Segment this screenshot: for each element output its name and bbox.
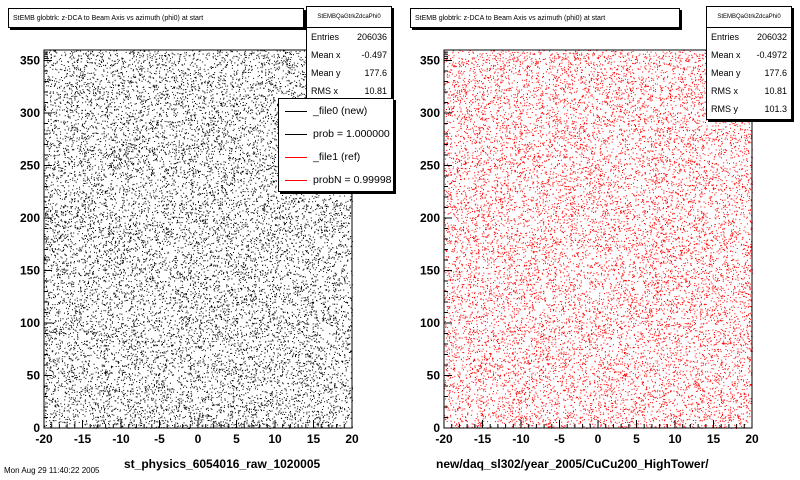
right-y-tick-label: 150: [420, 264, 440, 278]
left-y-tick-label: 150: [20, 264, 40, 278]
right-stats-rms-x: RMS x 10.81: [711, 86, 787, 96]
right-plot-title: StEMB globtrk: z-DCA to Beam Axis vs azi…: [410, 8, 680, 28]
legend-line: [285, 133, 307, 135]
right-y-tick-label: 350: [420, 54, 440, 68]
legend-line: [285, 110, 307, 112]
footer-timestamp: Mon Aug 29 11:40:22 2005: [4, 466, 100, 475]
right-x-tick-label: -20: [435, 432, 453, 446]
left-plot-title-text: StEMB globtrk: z-DCA to Beam Axis vs azi…: [13, 14, 204, 22]
right-stats-entries: Entries 206032: [711, 32, 787, 42]
right-stats-mean-x: Mean x -0.4972: [711, 50, 787, 60]
legend-entry: _file0 (new): [279, 100, 393, 122]
legend-label: prob = 1.000000: [313, 128, 390, 140]
left-scatter-points: [44, 50, 353, 429]
right-x-axis-label: new/daq_sl302/year_2005/CuCu200_HighTowe…: [436, 457, 709, 471]
legend-line: [285, 179, 307, 181]
left-y-tick-label: 200: [20, 211, 40, 225]
right-x-tick-label: 10: [668, 432, 682, 446]
right-y-tick-label: 250: [420, 159, 440, 173]
left-x-tick-label: -5: [154, 432, 165, 446]
right-stats-mean-y: Mean y 177.6: [711, 68, 787, 78]
right-x-tick-label: 15: [707, 432, 721, 446]
left-x-tick-label: -10: [112, 432, 130, 446]
left-y-tick-label: 250: [20, 159, 40, 173]
right-y-tick-label: 50: [427, 369, 441, 383]
legend-label: _file0 (new): [313, 105, 368, 117]
left-y-tick-label: 350: [20, 54, 40, 68]
right-y-tick-label: 200: [420, 211, 440, 225]
right-stats-box: StEMBQaGtrkZdcaPhi0 Entries 206032 Mean x…: [706, 6, 792, 120]
right-x-tick-label: 0: [595, 432, 602, 446]
left-x-tick-label: 10: [268, 432, 282, 446]
legend-label: _file1 (ref): [313, 151, 361, 163]
right-stats-rms-y: RMS y 101.3: [711, 104, 787, 114]
left-stats-rms-x: RMS x 10.81: [311, 86, 387, 96]
legend-entry: _file1 (ref): [279, 146, 393, 168]
left-stats-mean-y: Mean y 177.6: [311, 68, 387, 78]
left-x-tick-label: -15: [74, 432, 92, 446]
right-y-tick-label: 300: [420, 106, 440, 120]
legend-line: [285, 156, 307, 158]
left-y-tick-label: 0: [33, 421, 40, 435]
left-x-tick-label: 0: [195, 432, 202, 446]
right-stats-name: StEMBQaGtrkZdcaPhi0: [707, 7, 791, 28]
left-y-tick-label: 50: [27, 369, 41, 383]
left-stats-entries: Entries 206036: [311, 32, 387, 42]
right-x-tick-label: -15: [474, 432, 492, 446]
left-stats-name: StEMBQaGtrkZdcaPhi0: [307, 7, 391, 28]
right-x-tick-label: 5: [633, 432, 640, 446]
legend-entry: prob = 1.000000: [279, 123, 393, 145]
left-x-tick-label: 5: [233, 432, 240, 446]
right-y-tick-label: 0: [433, 421, 440, 435]
left-x-axis-label: st_physics_6054016_raw_1020005: [124, 457, 321, 471]
legend-box: _file0 (new) prob = 1.000000 _file1 (ref…: [278, 98, 394, 192]
right-x-tick-label: -5: [554, 432, 565, 446]
left-y-tick-label: 100: [20, 316, 40, 330]
right-y-tick-label: 100: [420, 316, 440, 330]
left-plot-title: StEMB globtrk: z-DCA to Beam Axis vs azi…: [8, 8, 304, 28]
legend-entry: probN = 0.99998: [279, 169, 393, 191]
right-x-tick-label: 20: [745, 432, 759, 446]
right-plot-title-text: StEMB globtrk: z-DCA to Beam Axis vs azi…: [415, 14, 606, 22]
left-stats-mean-x: Mean x -0.497: [311, 50, 387, 60]
left-stats-box: StEMBQaGtrkZdcaPhi0 Entries 206036 Mean x…: [306, 6, 392, 100]
left-y-tick-label: 300: [20, 106, 40, 120]
legend-label: probN = 0.99998: [313, 174, 392, 186]
left-x-tick-label: 20: [345, 432, 359, 446]
right-x-tick-label: -10: [512, 432, 530, 446]
left-x-tick-label: -20: [35, 432, 53, 446]
left-x-tick-label: 15: [307, 432, 321, 446]
right-scatter-points: [444, 50, 753, 429]
